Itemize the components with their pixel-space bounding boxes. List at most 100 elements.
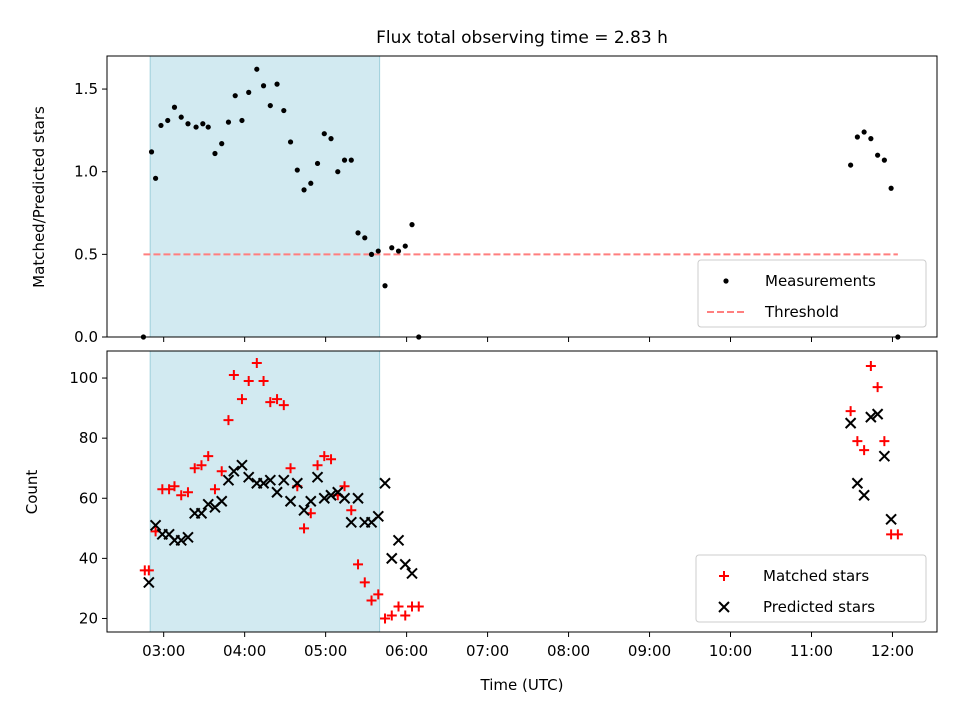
- x-tick-label: 12:00: [871, 642, 914, 660]
- measurement-point: [205, 124, 211, 130]
- measurement-point: [254, 66, 260, 72]
- matched-star-point: [359, 577, 370, 588]
- predicted-star-point: [305, 495, 317, 507]
- matched-star-point: [203, 451, 214, 462]
- measurement-point: [212, 150, 218, 157]
- measurement-point: [875, 152, 881, 158]
- measurement-point: [232, 93, 238, 99]
- predicted-star-point: [406, 567, 418, 580]
- bottom-legend-box: [695, 554, 927, 623]
- matched-star-point: [196, 460, 207, 471]
- measurement-point: [274, 81, 280, 87]
- matched-star-point: [845, 406, 856, 417]
- predicted-star-point: [325, 489, 337, 501]
- measurement-point: [395, 248, 402, 254]
- predicted-star-point: [202, 498, 214, 510]
- predicted-star-point: [216, 495, 228, 507]
- predicted-star-point: [885, 513, 897, 526]
- x-axis-label: Time (UTC): [480, 676, 564, 694]
- top-y-tick-label: 0.0: [74, 328, 98, 346]
- top-y-tick-label: 1.5: [74, 80, 98, 98]
- x-tick-label: 06:00: [385, 642, 428, 660]
- bottom-y-tick-label: 20: [79, 609, 98, 627]
- x-tick-label: 03:00: [142, 642, 185, 660]
- measurement-point: [225, 119, 232, 125]
- top-legend-dot-swatch: [723, 278, 729, 284]
- bottom-legend-x-swatch: [718, 601, 730, 613]
- matched-star-point: [312, 460, 323, 471]
- predicted-star-point: [298, 504, 310, 516]
- predicted-star-point: [284, 495, 297, 507]
- matched-star-point: [380, 613, 391, 624]
- predicted-star-point: [143, 576, 155, 589]
- matched-star-point: [251, 358, 262, 369]
- matched-star-point: [209, 484, 220, 495]
- matched-star-point: [223, 415, 234, 426]
- measurement-point: [178, 114, 184, 120]
- predicted-star-point: [242, 471, 255, 483]
- measurement-point: [861, 129, 867, 135]
- measurement-point: [382, 283, 388, 289]
- measurement-point: [219, 141, 225, 147]
- matched-star-point: [326, 454, 337, 465]
- measurement-point: [335, 169, 341, 175]
- x-tick-label: 11:00: [790, 642, 833, 660]
- measurement-point: [308, 180, 314, 186]
- predicted-star-point: [352, 492, 364, 504]
- measurement-point: [321, 131, 327, 137]
- bottom-y-tick-label: 60: [79, 489, 98, 507]
- matched-star-point: [319, 451, 330, 462]
- measurement-point: [348, 157, 354, 163]
- matched-star-point: [182, 487, 193, 498]
- x-tick-label: 08:00: [547, 642, 590, 660]
- measurement-point: [402, 243, 408, 249]
- predicted-star-point: [257, 477, 270, 489]
- bottom-legend-plus-swatch: [719, 571, 729, 581]
- bottom-y-tick-label: 40: [79, 549, 98, 567]
- x-tick-label: 07:00: [466, 642, 509, 660]
- predicted-star-point: [858, 489, 870, 501]
- measurement-point: [185, 121, 191, 127]
- measurement-point: [193, 124, 199, 130]
- bottom-axes-frame: [106, 350, 938, 633]
- matched-star-point: [339, 481, 350, 492]
- measurement-point: [260, 83, 267, 89]
- matched-star-point: [865, 361, 876, 372]
- measurement-point: [158, 122, 164, 129]
- matched-star-point: [400, 610, 411, 621]
- matched-star-point: [413, 601, 424, 612]
- predicted-star-point: [182, 531, 194, 544]
- measurement-point: [355, 230, 361, 236]
- matched-star-point: [164, 484, 175, 495]
- measurement-point: [301, 187, 307, 193]
- predicted-star-point: [379, 477, 391, 489]
- matched-star-point: [228, 370, 239, 381]
- predicted-star-point: [338, 492, 351, 504]
- x-tick-label: 04:00: [223, 642, 266, 660]
- matched-star-point: [859, 445, 870, 456]
- measurement-point: [165, 117, 171, 124]
- bottom-panel: 20 40 60 80 100 03:00 04:00 05:00 06:00 07:00 08:…: [23, 350, 938, 694]
- bottom-y-tick-label: 80: [79, 429, 98, 447]
- measurement-point: [854, 134, 860, 140]
- chart-title: Flux total observing time = 2.83 h: [376, 28, 668, 48]
- predicted-star-point: [222, 474, 235, 486]
- predicted-star-point: [264, 474, 277, 486]
- matched-star-point: [169, 481, 180, 492]
- predicted-star-point: [399, 558, 411, 571]
- top-panel: 0.0 0.5 1.0 1.5 Matched/Predicted stars Mea…: [30, 55, 938, 346]
- measurement-point: [881, 157, 887, 163]
- x-tick-label: 05:00: [304, 642, 347, 660]
- measurement-point: [148, 149, 155, 155]
- predicted-star-point: [175, 534, 187, 547]
- measurement-point: [152, 175, 159, 181]
- predicted-star-point: [844, 417, 857, 429]
- matched-star-point: [872, 382, 883, 393]
- top-axes-frame: [106, 55, 938, 338]
- predicted-star-point: [318, 492, 330, 504]
- measurement-point: [267, 102, 273, 109]
- measurement-point: [246, 89, 252, 95]
- predicted-star-point: [386, 552, 398, 565]
- matched-star-point: [216, 466, 227, 477]
- top-legend-label: Measurements: [765, 272, 876, 290]
